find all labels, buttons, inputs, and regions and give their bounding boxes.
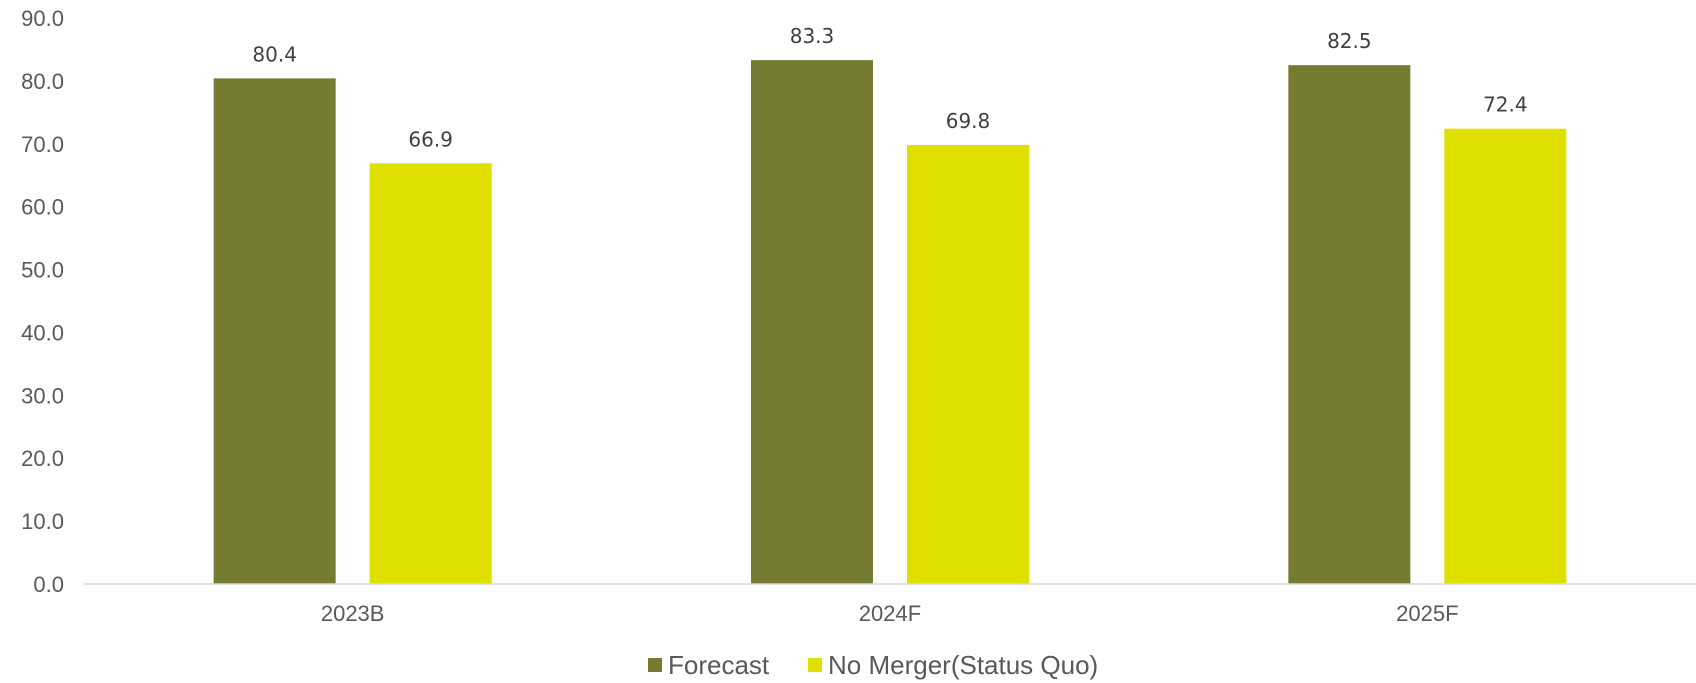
data-label: 80.4 <box>252 42 297 66</box>
legend-swatch-forecast <box>648 658 662 672</box>
y-tick-label: 10.0 <box>21 509 64 534</box>
bar-no-merger-2025F <box>1444 129 1566 584</box>
data-label: 83.3 <box>790 24 835 48</box>
y-tick-label: 0.0 <box>33 572 64 597</box>
y-tick-label: 80.0 <box>21 69 64 94</box>
bar-forecast-2024F <box>751 60 873 584</box>
y-axis-ticks: 0.0 10.0 20.0 30.0 40.0 50.0 60.0 70.0 80.0 90.0 <box>21 6 64 597</box>
y-tick-label: 20.0 <box>21 446 64 471</box>
bar-forecast-2025F <box>1288 65 1410 584</box>
y-tick-label: 50.0 <box>21 258 64 283</box>
data-label: 72.4 <box>1483 93 1528 117</box>
legend-label: Forecast <box>668 650 770 680</box>
y-tick-label: 30.0 <box>21 383 64 408</box>
bar-no-merger-2023B <box>370 163 492 584</box>
x-axis-ticks: 2023B 2024F 2025F <box>321 601 1459 626</box>
legend: Forecast No Merger(Status Quo) <box>648 650 1098 680</box>
data-label: 66.9 <box>408 127 453 151</box>
bar-forecast-2023B <box>214 78 336 584</box>
data-label: 69.8 <box>946 109 991 133</box>
legend-label: No Merger(Status Quo) <box>828 650 1098 680</box>
data-label: 82.5 <box>1327 29 1372 53</box>
x-tick-label: 2025F <box>1396 601 1458 626</box>
x-tick-label: 2023B <box>321 601 385 626</box>
x-tick-label: 2024F <box>859 601 921 626</box>
y-tick-label: 90.0 <box>21 6 64 31</box>
y-tick-label: 60.0 <box>21 195 64 220</box>
bar-no-merger-2024F <box>907 145 1029 584</box>
legend-swatch-no-merger <box>808 658 822 672</box>
y-tick-label: 40.0 <box>21 320 64 345</box>
y-tick-label: 70.0 <box>21 132 64 157</box>
